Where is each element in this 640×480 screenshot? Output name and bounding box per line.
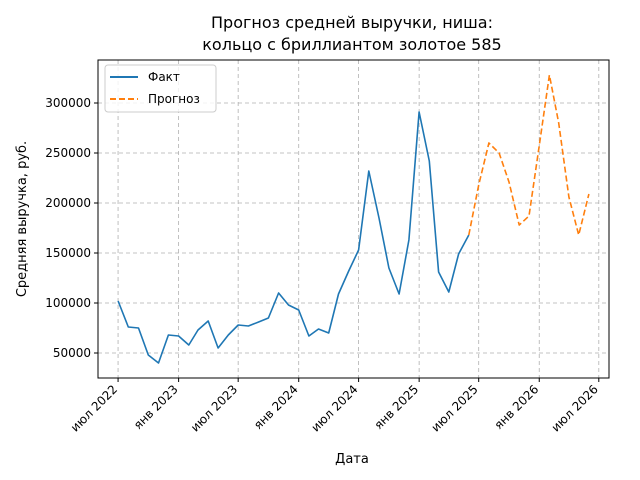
series-lines [117,74,590,364]
legend-label-forecast: Прогноз [148,92,200,106]
y-tick-label: 150000 [45,246,91,260]
y-tick-label: 50000 [53,346,91,360]
y-tick-label: 300000 [45,96,91,110]
series-line-fact [117,111,470,364]
y-tick-label: 100000 [45,296,91,310]
chart-subtitle: кольцо с бриллиантом золотое 585 [202,35,501,54]
x-axis-label: Дата [335,452,369,467]
chart-title: Прогноз средней выручки, ниша: [211,13,493,32]
series-line-forecast [468,74,590,236]
y-axis-ticks: 50000 100000 150000 200000 250000 300000 [45,96,98,360]
y-tick-label: 200000 [45,196,91,210]
legend: Факт Прогноз [104,64,217,113]
y-tick-label: 250000 [45,146,91,160]
plot-frame [97,59,610,379]
legend-label-fact: Факт [148,70,180,84]
y-axis-label: Средняя выручка, руб. [15,141,30,297]
